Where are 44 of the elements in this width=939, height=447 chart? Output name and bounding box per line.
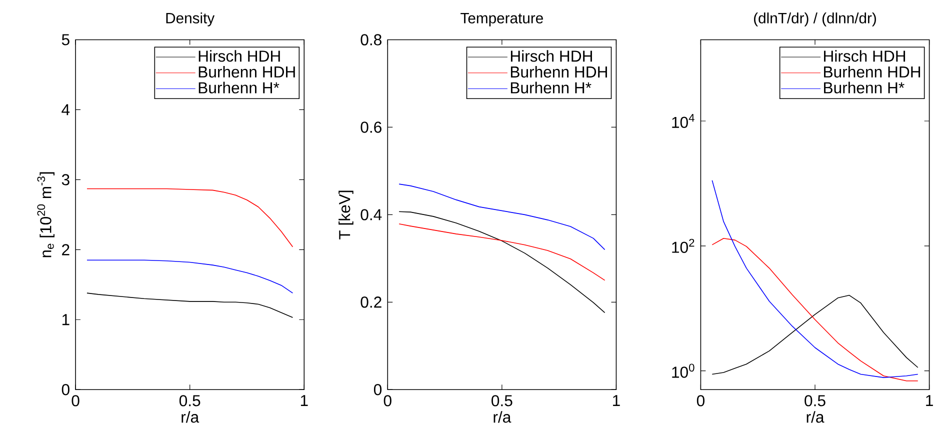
legend-label: Hirsch HDH: [510, 50, 592, 62]
y-tick-label: 10$^{4}$: [672, 114, 694, 128]
y-tick-label: 2: [62, 244, 70, 256]
x-tick-label: 1: [300, 394, 308, 406]
y-axis-title: n$_{e}$ [10$^{20}$ m$^{-3}$]: [37, 172, 54, 258]
chart-title: Temperature: [460, 12, 543, 26]
x-axis-title: r/a: [494, 410, 512, 423]
y-tick-label: 0.6: [360, 121, 382, 133]
x-tick-label: 0: [384, 394, 392, 406]
y-tick-label: 0.4: [360, 208, 382, 220]
chart-title: (dlnT/dr) / (dlnn/dr): [754, 12, 876, 26]
y-tick-label: 0.8: [360, 34, 382, 46]
line-series: [712, 238, 918, 382]
line-series: [712, 294, 918, 375]
legend-label: Burhenn H*: [510, 82, 592, 94]
x-tick-label: 1: [613, 394, 620, 406]
y-axis-title: T [keV]: [338, 190, 354, 240]
legend-label: Burhenn HDH: [510, 66, 607, 78]
legend-label: Burhenn H*: [198, 82, 280, 94]
legend-label: Hirsch HDH: [824, 50, 906, 62]
legend-label: Burhenn HDH: [198, 66, 295, 78]
y-tick-label: 3: [62, 174, 70, 186]
x-tick-label: 0: [696, 394, 704, 406]
legend-label: Burhenn H*: [824, 82, 904, 94]
x-tick-label: 0.5: [492, 394, 512, 406]
y-tick-label: 10$^{2}$: [672, 238, 694, 253]
legend-label: Burhenn HDH: [824, 66, 920, 78]
y-tick-label: 5: [62, 34, 70, 46]
chart-title: Density: [166, 12, 215, 26]
y-tick-label: 0: [374, 384, 382, 396]
y-tick-label: 0.2: [360, 296, 382, 308]
y-tick-label: 10$^{0}$: [672, 364, 694, 378]
line-series: [712, 180, 918, 378]
y-tick-label: 1: [62, 314, 70, 325]
x-tick-label: 0.5: [804, 394, 826, 406]
x-axis-title: r/a: [182, 410, 200, 423]
legend-label: Hirsch HDH: [198, 50, 280, 62]
y-tick-label: 4: [62, 104, 70, 116]
x-tick-label: 0: [72, 394, 80, 406]
x-tick-label: 0.5: [179, 394, 200, 406]
y-tick-label: 0: [62, 384, 70, 396]
x-tick-label: 1: [926, 394, 933, 406]
line-series: [398, 211, 606, 313]
x-axis-title: r/a: [806, 410, 824, 423]
